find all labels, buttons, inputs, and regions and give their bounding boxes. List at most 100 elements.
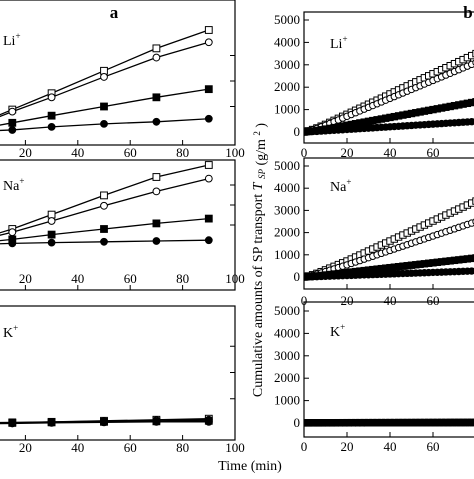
ion-label: K+ [330, 322, 345, 340]
data-point-filled-circle [205, 115, 212, 122]
data-point-filled-square [101, 103, 108, 110]
data-point-filled-square [153, 94, 160, 101]
x-tick-label: 60 [427, 439, 440, 454]
data-point-open-circle [153, 188, 160, 195]
x-tick-label: 100 [225, 440, 245, 455]
data-point-open-square [101, 192, 108, 199]
ion-label: Li+ [3, 31, 21, 49]
x-tick-label: 20 [341, 439, 354, 454]
y-tick-label: 0 [294, 269, 301, 284]
x-tick-label: 40 [71, 271, 84, 286]
data-point-open-circle [205, 39, 212, 46]
y-axis-label-unit-close: ) [254, 123, 269, 128]
x-tick-label: 20 [19, 145, 32, 160]
series-group [0, 27, 212, 135]
x-tick-label: 20 [19, 271, 32, 286]
x-tick-label: 40 [71, 440, 84, 455]
data-point-filled-circle [205, 237, 212, 244]
x-tick-label: 40 [71, 145, 84, 160]
y-tick-label: 5000 [274, 303, 300, 318]
x-tick-label: 40 [384, 439, 397, 454]
series-line-open-circle [0, 42, 209, 127]
ion-label: Na+ [3, 176, 24, 194]
x-tick-label: 80 [176, 271, 189, 286]
data-point-filled-circle [9, 420, 16, 427]
data-point-open-circle [101, 74, 108, 81]
y-tick-label: 0 [294, 415, 301, 430]
data-point-filled-circle [153, 238, 160, 245]
series-group [301, 198, 474, 280]
data-point-filled-square [153, 220, 160, 227]
data-point-open-circle [101, 202, 108, 209]
y-tick-label: 3000 [274, 202, 300, 217]
y-tick-label: 5000 [274, 12, 300, 27]
data-point-filled-square [9, 119, 16, 126]
series-group [0, 162, 212, 248]
plot-frame [304, 302, 474, 437]
data-point-filled-square [101, 226, 108, 233]
x-tick-label: 100 [225, 145, 245, 160]
y-axis-label-subscript: SP [257, 169, 267, 180]
y-tick-label: 4000 [274, 180, 300, 195]
chart-a-na: 20 40 60 80 100 Na+ [0, 160, 245, 290]
x-tick-label: 80 [176, 145, 189, 160]
ion-label: Li+ [330, 34, 348, 52]
y-tick-label: 0 [294, 124, 301, 139]
y-tick-label: 2000 [274, 225, 300, 240]
y-axis-label-text: Cumulative amounts of SP transport [251, 194, 266, 397]
x-tick-label: 60 [124, 271, 137, 286]
ion-label: Na+ [330, 177, 351, 195]
y-tick-label: 4000 [274, 34, 300, 49]
y-axis-label-unit: (g/m [254, 139, 269, 166]
x-tick-label: 100 [225, 271, 245, 286]
x-tick-label: 20 [341, 293, 354, 308]
data-point-open-square [153, 45, 160, 52]
svg-text:Cumulative amounts of SP trans: Cumulative amounts of SP transport T SP … [249, 123, 269, 398]
x-tick-label: 80 [176, 440, 189, 455]
ion-label: K+ [3, 323, 18, 341]
x-axis-label: Time (min) [218, 459, 282, 474]
x-tick-label: 20 [19, 440, 32, 455]
series-group [0, 415, 212, 427]
y-tick-label: 3000 [274, 57, 300, 72]
data-point-filled-circle [48, 124, 55, 131]
data-point-filled-circle [205, 418, 212, 425]
data-point-open-square [205, 162, 212, 169]
series-group [301, 419, 474, 426]
data-point-filled-square [205, 215, 212, 222]
x-tick-label: 40 [384, 293, 397, 308]
y-axis-label-symbol: T [251, 181, 266, 190]
data-point-filled-circle [48, 239, 55, 246]
data-point-open-square [153, 174, 160, 181]
y-tick-label: 4000 [274, 325, 300, 340]
data-point-filled-circle [9, 127, 16, 134]
data-point-filled-circle [101, 238, 108, 245]
series-group [301, 50, 474, 135]
y-tick-label: 1000 [274, 393, 300, 408]
data-point-filled-square [48, 231, 55, 238]
data-point-open-circle [205, 175, 212, 182]
x-tick-label: 0 [301, 439, 308, 454]
data-point-open-circle [153, 54, 160, 61]
data-point-filled-circle [153, 118, 160, 125]
chart-b-k: 0 20 40 60 0 1000 2000 3000 4000 5000 K+ [274, 302, 474, 454]
data-point-filled-circle [9, 240, 16, 247]
y-tick-label: 1000 [274, 102, 300, 117]
data-point-open-circle [9, 229, 16, 236]
y-tick-label: 5000 [274, 158, 300, 173]
y-tick-label: 3000 [274, 348, 300, 363]
data-point-filled-circle [101, 419, 108, 426]
data-point-filled-circle [153, 418, 160, 425]
y-tick-label: 2000 [274, 370, 300, 385]
data-point-filled-circle [48, 420, 55, 427]
data-point-filled-square [205, 86, 212, 93]
y-axis-label: Cumulative amounts of SP transport T SP … [249, 123, 269, 398]
y-tick-label: 1000 [274, 247, 300, 262]
